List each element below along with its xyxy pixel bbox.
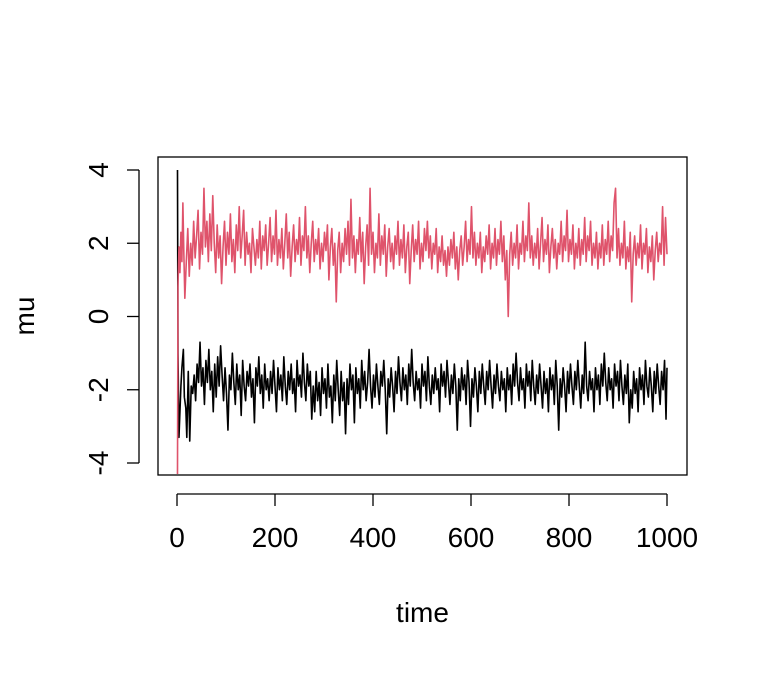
y-tick-label: -2 [83, 377, 114, 402]
y-tick-label: 2 [83, 235, 114, 251]
y-tick-label: 4 [83, 162, 114, 178]
x-axis: 0 200 400 600 800 1000 [169, 493, 698, 553]
x-tick-label: 600 [448, 522, 495, 553]
x-tick-label: 1000 [636, 522, 698, 553]
x-axis-label: time [396, 597, 449, 628]
series-line-1 [176, 169, 668, 442]
x-tick-label: 200 [252, 522, 299, 553]
y-tick-label: 0 [83, 309, 114, 325]
x-tick-label: 800 [546, 522, 593, 553]
x-tick-label: 0 [169, 522, 185, 553]
y-axis: -4 -2 0 2 4 [83, 162, 140, 476]
y-axis-label: mu [9, 297, 40, 336]
series-line-2 [176, 187, 668, 474]
series-layer [176, 169, 668, 474]
x-tick-label: 400 [350, 522, 397, 553]
y-tick-label: -4 [83, 451, 114, 476]
plot-frame [157, 156, 688, 476]
